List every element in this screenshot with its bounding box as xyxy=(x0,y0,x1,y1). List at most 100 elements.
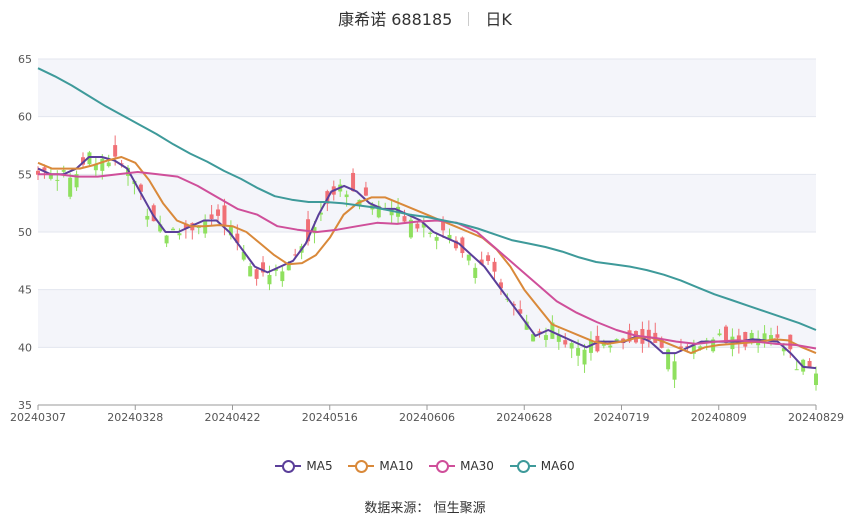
candle-body xyxy=(376,205,381,218)
candle-body xyxy=(492,261,497,272)
candle-body xyxy=(267,274,272,285)
y-tick-label: 45 xyxy=(18,284,32,297)
candle-body xyxy=(93,163,98,171)
y-tick-label: 60 xyxy=(18,111,32,124)
x-tick-label: 20240829 xyxy=(788,411,844,424)
candle-body xyxy=(511,303,516,306)
candle-body xyxy=(814,373,818,386)
candle-body xyxy=(228,227,233,236)
candle-body xyxy=(518,309,523,314)
candle-body xyxy=(441,220,446,231)
title-separator xyxy=(468,12,470,26)
candle-body xyxy=(466,254,471,261)
candle-body xyxy=(768,335,773,341)
candle-body xyxy=(453,240,458,249)
candle-body xyxy=(691,345,696,354)
candle-body xyxy=(646,329,651,340)
legend-label: MA5 xyxy=(306,459,333,473)
y-tick-label: 50 xyxy=(18,226,32,239)
candle-body xyxy=(569,343,574,349)
ma-line-ma30 xyxy=(38,171,817,350)
candle-body xyxy=(286,265,291,271)
candle-body xyxy=(113,145,118,157)
legend-item-ma30[interactable]: MA30 xyxy=(429,459,494,473)
candle-body xyxy=(177,233,182,236)
candle-body xyxy=(595,335,600,352)
candle-body xyxy=(807,360,812,367)
y-tick-label: 65 xyxy=(18,53,32,66)
candle-body xyxy=(216,209,221,216)
plot-band xyxy=(38,289,816,348)
candle-body xyxy=(717,333,722,336)
candle-body xyxy=(723,326,728,343)
candle-body xyxy=(460,237,465,254)
candle-body xyxy=(614,339,619,342)
x-tick-label: 20240422 xyxy=(205,411,261,424)
candle-body xyxy=(68,177,73,197)
candle-body xyxy=(248,266,253,277)
candle-body xyxy=(363,187,368,196)
legend-item-ma10[interactable]: MA10 xyxy=(348,459,413,473)
candle-body xyxy=(608,345,613,348)
legend-marker-ma60 xyxy=(509,459,536,473)
candle-body xyxy=(434,237,439,241)
plot-band xyxy=(38,174,816,232)
candle-body xyxy=(183,223,188,229)
candle-body xyxy=(685,346,690,348)
ma-line-ma5 xyxy=(37,156,817,370)
candle-body xyxy=(261,262,266,273)
legend-marker-ma5 xyxy=(275,459,302,473)
candle-body xyxy=(389,209,394,216)
candle-body xyxy=(81,157,86,165)
candle-body xyxy=(408,219,413,238)
candle-body xyxy=(672,361,677,380)
stock-name: 康希诺 688185 xyxy=(338,10,453,29)
candle-body xyxy=(344,194,349,198)
candle-body xyxy=(743,331,748,347)
candle-body xyxy=(55,179,60,181)
candle-body xyxy=(531,334,536,342)
y-tick-label: 40 xyxy=(18,341,32,354)
legend-item-ma5[interactable]: MA5 xyxy=(275,459,333,473)
candle-body xyxy=(145,215,150,220)
candle-body xyxy=(543,335,548,340)
x-tick-label: 20240516 xyxy=(302,411,358,424)
candle-body xyxy=(318,212,323,215)
candle-body xyxy=(36,170,40,175)
legend-item-ma60[interactable]: MA60 xyxy=(509,459,575,473)
candle-body xyxy=(537,331,542,333)
candle-body xyxy=(209,214,214,219)
chart-title: 康希诺 688185 日K xyxy=(0,6,850,30)
candle-body xyxy=(563,340,568,345)
candle-body xyxy=(100,158,105,171)
candle-body xyxy=(666,349,671,370)
candle-body xyxy=(473,267,478,278)
candle-body xyxy=(698,346,703,349)
candle-body xyxy=(550,322,555,339)
candle-body xyxy=(254,269,259,279)
x-tick-label: 20240719 xyxy=(594,411,650,424)
candle-body xyxy=(794,369,799,371)
candle-body xyxy=(151,205,156,222)
candle-body xyxy=(659,339,664,348)
candle-body xyxy=(74,174,79,188)
candle-body xyxy=(421,223,426,228)
legend: MA5 MA10 MA30 MA60 xyxy=(0,459,850,476)
legend-marker-ma10 xyxy=(348,459,375,473)
x-tick-label: 20240628 xyxy=(496,411,552,424)
ma-line-ma60 xyxy=(37,67,817,331)
x-tick-label: 20240307 xyxy=(10,411,66,424)
candle-body xyxy=(627,330,632,342)
data-source: 数据来源： 恒生聚源 xyxy=(0,497,850,516)
candle-body xyxy=(415,223,420,229)
candle-body xyxy=(241,251,246,260)
legend-label: MA60 xyxy=(540,459,575,473)
candle-body xyxy=(280,271,285,282)
candle-body xyxy=(730,336,735,350)
candle-body xyxy=(601,343,606,346)
candle-body xyxy=(312,227,317,234)
candle-body xyxy=(736,335,741,344)
source-value: 恒生聚源 xyxy=(433,501,486,516)
candle-body xyxy=(556,334,561,342)
candle-body xyxy=(582,349,587,365)
